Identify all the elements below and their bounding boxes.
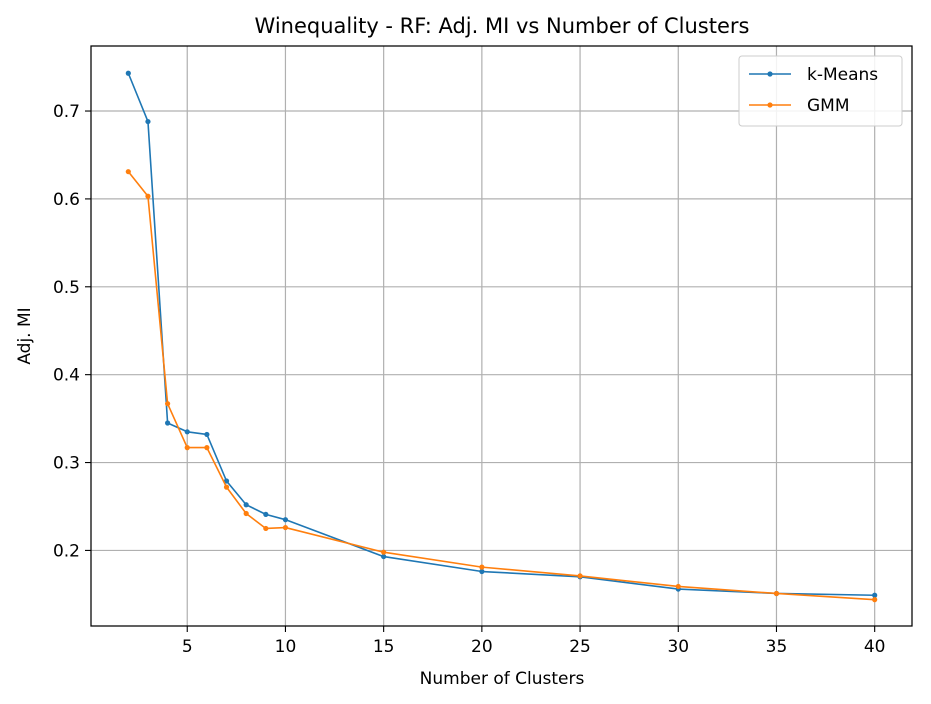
grid-layer (91, 46, 912, 626)
data-point-k-means (204, 431, 210, 438)
y-tick-label: 0.7 (53, 102, 80, 122)
legend-label-k-means: k-Means (807, 65, 878, 85)
data-point-k-means (872, 592, 878, 598)
data-point-gmm (282, 524, 289, 531)
legend-marker-gmm (767, 102, 773, 108)
series-layer (125, 70, 878, 603)
x-axis-label: Number of Clusters (420, 669, 585, 689)
data-point-gmm (145, 193, 151, 199)
data-point-gmm (165, 401, 171, 407)
plot-frame (91, 46, 912, 626)
x-tick-label: 35 (766, 637, 788, 657)
x-axis: 5 10 15 20 25 30 35 40 (182, 626, 886, 657)
y-tick-label: 0.5 (53, 278, 80, 298)
data-point-k-means (125, 70, 131, 76)
x-tick-label: 30 (667, 637, 689, 657)
data-point-gmm (675, 583, 681, 590)
data-point-gmm (243, 510, 249, 517)
data-point-k-means (165, 420, 171, 426)
data-point-gmm (184, 445, 190, 451)
plot-border (90, 45, 913, 627)
legend-marker-k-means (767, 71, 773, 77)
legend: k-Means GMM (738, 55, 903, 127)
y-tick-label: 0.2 (53, 541, 80, 561)
data-point-k-means (282, 517, 289, 523)
y-axis: 0.2 0.3 0.4 0.5 0.6 0.7 (53, 102, 91, 561)
data-point-gmm (125, 169, 131, 175)
data-point-gmm (381, 549, 387, 555)
y-tick-label: 0.6 (53, 190, 80, 210)
data-point-k-means (184, 429, 190, 435)
y-axis-label: Adj. MI (15, 307, 35, 364)
data-point-k-means (263, 511, 269, 517)
x-tick-label: 5 (182, 637, 193, 657)
x-tick-label: 40 (864, 637, 886, 657)
x-tick-label: 20 (471, 637, 493, 657)
data-point-k-means (145, 118, 151, 125)
y-tick-label: 0.4 (53, 366, 80, 386)
x-tick-label: 10 (275, 637, 297, 657)
data-point-gmm (872, 597, 878, 603)
plot-area (90, 45, 913, 627)
y-tick-label: 0.3 (53, 454, 80, 474)
data-point-gmm (223, 484, 230, 490)
x-tick-label: 25 (569, 637, 591, 657)
data-point-k-means (479, 568, 485, 575)
data-point-gmm (577, 573, 583, 579)
data-point-k-means (243, 502, 249, 508)
data-point-gmm (479, 564, 485, 570)
data-point-k-means (223, 478, 230, 484)
data-point-gmm (773, 590, 780, 597)
chart-title: Winequality - RF: Adj. MI vs Number of C… (255, 14, 750, 38)
x-tick-label: 15 (373, 637, 395, 657)
legend-label-gmm: GMM (807, 96, 850, 116)
data-point-gmm (263, 525, 269, 532)
data-point-gmm (204, 445, 210, 451)
data-point-k-means (381, 553, 387, 560)
